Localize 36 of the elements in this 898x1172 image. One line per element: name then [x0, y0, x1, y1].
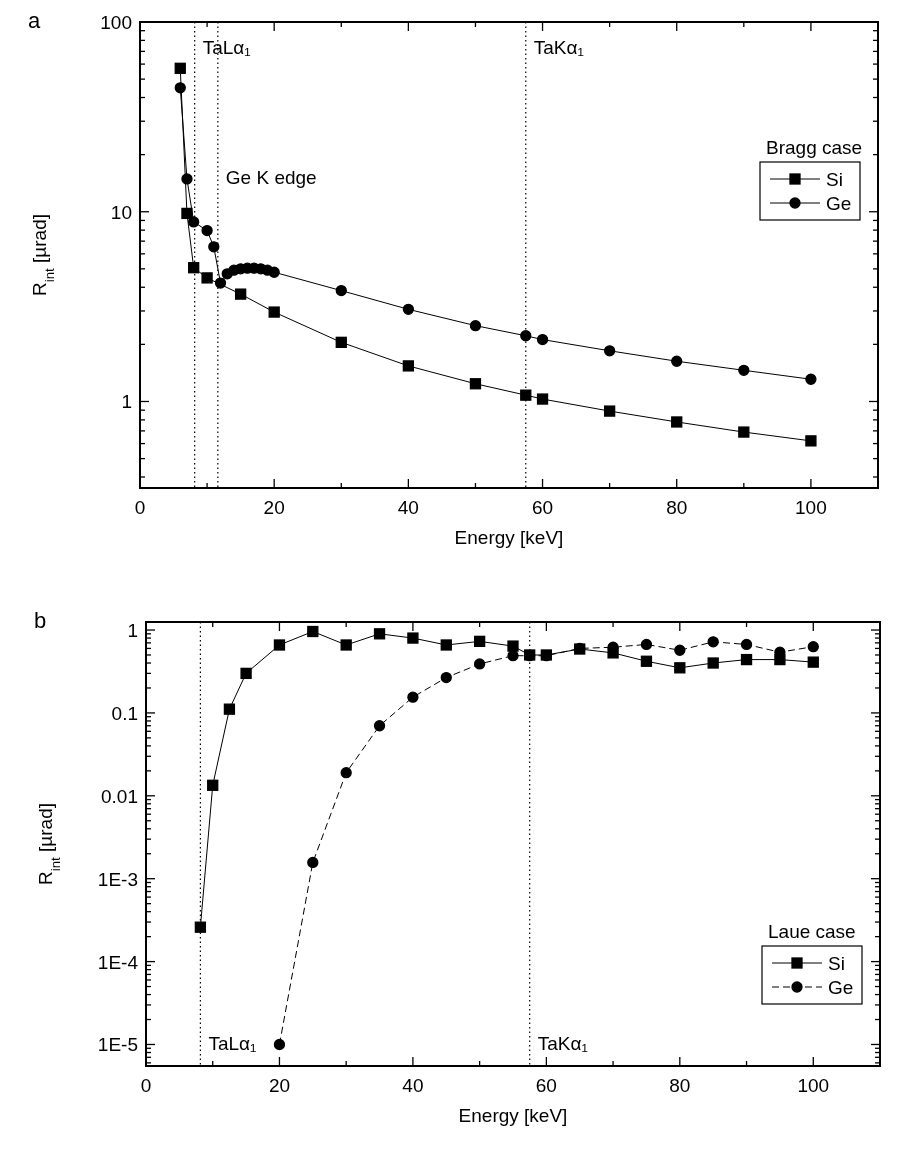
legend-title: Laue case — [768, 921, 856, 942]
ref-line-label: TaKα₁ — [533, 37, 584, 58]
x-tick-label: 40 — [397, 497, 419, 518]
x-tick-label: 0 — [134, 497, 146, 518]
legend-label: Ge — [828, 977, 854, 998]
x-tick-label: 60 — [535, 1075, 557, 1096]
x-axis-title: Energy [keV] — [458, 1105, 568, 1126]
legend-label: Ge — [826, 193, 852, 214]
legend-label: Si — [826, 169, 843, 190]
x-tick-label: 20 — [268, 1075, 291, 1096]
y-tick-label: 0.01 — [101, 785, 138, 807]
x-axis-title: Energy [keV] — [454, 527, 564, 548]
x-tick-label: 100 — [795, 497, 827, 518]
x-tick-label: 20 — [263, 497, 285, 518]
ref-line-label: TaLα₁ — [208, 1033, 257, 1054]
ref-line-label: Ge K edge — [225, 167, 317, 188]
chart-title: a — [28, 8, 41, 33]
ref-line-label: TaKα₁ — [537, 1033, 588, 1054]
x-tick-label: 40 — [402, 1075, 424, 1096]
chart-title: b — [34, 608, 47, 633]
x-tick-label: 0 — [140, 1075, 152, 1096]
legend-label: Si — [828, 953, 845, 974]
y-tick-label: 1 — [127, 620, 138, 642]
y-tick-label: 100 — [100, 12, 132, 33]
y-tick-label: 1E-5 — [97, 1034, 138, 1056]
x-tick-label: 60 — [531, 497, 554, 518]
y-tick-label: 0.1 — [111, 702, 138, 724]
x-tick-label: 100 — [797, 1075, 830, 1096]
legend-title: Bragg case — [766, 137, 863, 158]
ref-line-label: TaLα₁ — [202, 37, 251, 58]
x-tick-label: 80 — [666, 497, 688, 518]
y-tick-label: 10 — [110, 201, 132, 223]
y-tick-label: 1E-4 — [97, 951, 139, 973]
x-tick-label: 80 — [669, 1075, 691, 1096]
y-tick-label: 1E-3 — [97, 868, 138, 890]
y-tick-label: 1 — [121, 391, 132, 413]
